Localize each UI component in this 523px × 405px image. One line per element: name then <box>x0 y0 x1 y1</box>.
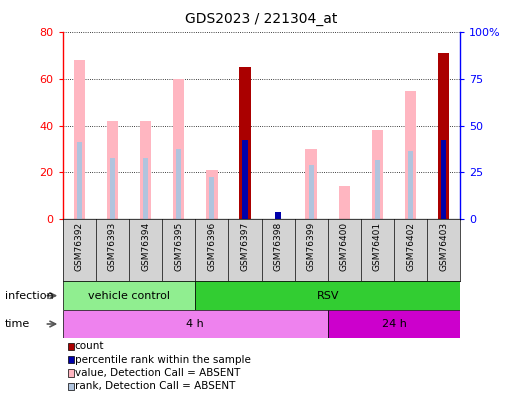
Bar <box>63 281 195 310</box>
Bar <box>405 91 416 219</box>
Text: GSM76393: GSM76393 <box>108 222 117 271</box>
Text: GSM76397: GSM76397 <box>241 222 249 271</box>
Text: count: count <box>75 341 104 351</box>
Text: GSM76399: GSM76399 <box>306 222 316 271</box>
Bar <box>176 149 181 219</box>
Bar <box>372 130 383 219</box>
Text: GSM76402: GSM76402 <box>406 222 415 271</box>
Bar <box>74 60 85 219</box>
Text: GSM76392: GSM76392 <box>75 222 84 271</box>
Bar <box>408 151 413 219</box>
Bar <box>309 165 314 219</box>
Bar <box>110 158 115 219</box>
Text: infection: infection <box>5 291 54 301</box>
Bar <box>63 310 328 338</box>
Text: time: time <box>5 319 30 329</box>
Bar <box>276 212 281 219</box>
Bar <box>239 67 251 219</box>
Bar <box>305 149 317 219</box>
Bar <box>206 170 218 219</box>
Text: GSM76395: GSM76395 <box>174 222 183 271</box>
Text: GSM76394: GSM76394 <box>141 222 150 271</box>
Bar <box>77 142 82 219</box>
Text: RSV: RSV <box>316 291 339 301</box>
Bar <box>209 177 214 219</box>
Text: GSM76401: GSM76401 <box>373 222 382 271</box>
Bar <box>338 186 350 219</box>
Text: GSM76396: GSM76396 <box>207 222 217 271</box>
Bar <box>140 121 151 219</box>
Bar <box>441 139 446 219</box>
Text: percentile rank within the sample: percentile rank within the sample <box>75 355 251 364</box>
Text: vehicle control: vehicle control <box>88 291 170 301</box>
Text: 4 h: 4 h <box>186 319 204 329</box>
Text: 24 h: 24 h <box>382 319 406 329</box>
Text: value, Detection Call = ABSENT: value, Detection Call = ABSENT <box>75 368 240 378</box>
Text: GSM76398: GSM76398 <box>274 222 282 271</box>
Text: GSM76400: GSM76400 <box>340 222 349 271</box>
Bar <box>438 53 449 219</box>
Text: GDS2023 / 221304_at: GDS2023 / 221304_at <box>185 12 338 26</box>
Bar <box>375 160 380 219</box>
Text: rank, Detection Call = ABSENT: rank, Detection Call = ABSENT <box>75 382 235 391</box>
Bar <box>143 158 148 219</box>
Bar <box>195 281 460 310</box>
Text: GSM76403: GSM76403 <box>439 222 448 271</box>
Bar <box>107 121 118 219</box>
Bar <box>173 79 185 219</box>
Bar <box>242 139 247 219</box>
Bar <box>328 310 460 338</box>
